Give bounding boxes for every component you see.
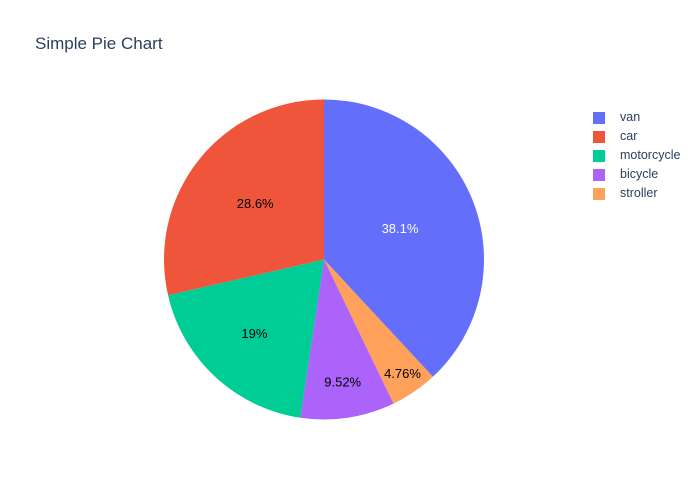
slice-percent-label-car: 28.6% (237, 196, 274, 211)
legend-swatch-car (593, 130, 605, 143)
legend-item-bicycle[interactable]: bicycle (593, 165, 680, 184)
legend-swatch-bicycle (593, 168, 605, 181)
legend-item-car[interactable]: car (593, 127, 680, 146)
slice-percent-label-van: 38.1% (382, 221, 419, 236)
legend-label: motorcycle (620, 148, 681, 163)
legend-swatch-stroller (593, 187, 605, 200)
pie-slice-car[interactable] (164, 99, 324, 296)
legend-label: stroller (620, 186, 658, 201)
legend: van car motorcycle bicycle stroller (593, 108, 680, 203)
legend-item-stroller[interactable]: stroller (593, 184, 680, 203)
legend-swatch-motorcycle (593, 149, 605, 162)
pie-slice-bicycle[interactable] (300, 259, 394, 420)
pie-slice-van[interactable] (324, 99, 485, 377)
chart-title: Simple Pie Chart (35, 34, 163, 53)
legend-label: van (620, 110, 641, 125)
slice-percent-label-bicycle: 9.52% (324, 374, 361, 389)
slice-percent-label-stroller: 4.76% (384, 366, 421, 381)
pie-slice-stroller[interactable] (324, 259, 433, 404)
legend-label: car (620, 129, 638, 144)
legend-item-motorcycle[interactable]: motorcycle (593, 146, 680, 165)
pie-slice-motorcycle[interactable] (168, 259, 324, 418)
legend-swatch-van (593, 111, 605, 124)
slice-percent-label-motorcycle: 19% (241, 326, 267, 341)
legend-label: bicycle (620, 167, 659, 182)
legend-item-van[interactable]: van (593, 108, 680, 127)
